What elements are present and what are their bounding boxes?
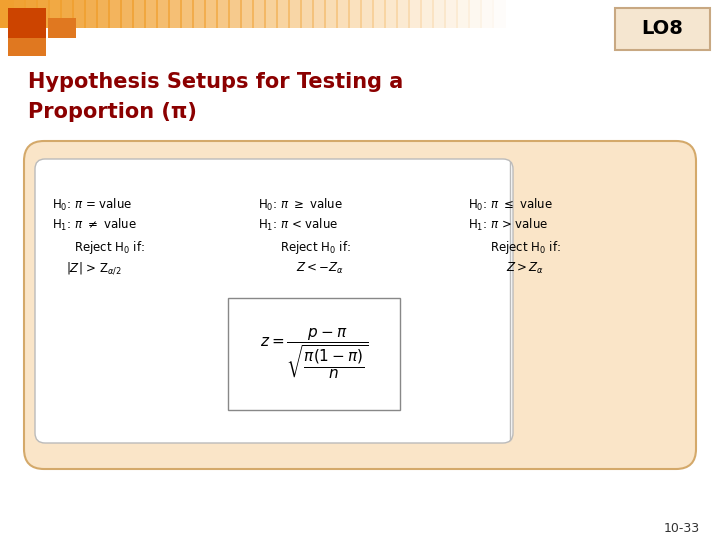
- Bar: [216, 0, 230, 28]
- Bar: [84, 0, 98, 28]
- Bar: [252, 0, 266, 28]
- Bar: [396, 0, 410, 28]
- Bar: [372, 0, 386, 28]
- Bar: [120, 0, 134, 28]
- Bar: [96, 0, 110, 28]
- Bar: [636, 0, 650, 28]
- Bar: [432, 0, 446, 28]
- Bar: [168, 0, 182, 28]
- Text: H$_0$: $\pi$ $\leq$ value: H$_0$: $\pi$ $\leq$ value: [468, 197, 553, 213]
- Bar: [468, 0, 482, 28]
- Text: $Z < -Z_{\alpha}$: $Z < -Z_{\alpha}$: [296, 260, 344, 275]
- Bar: [312, 0, 326, 28]
- Bar: [648, 0, 662, 28]
- Text: H$_1$: $\pi$ < value: H$_1$: $\pi$ < value: [258, 217, 338, 233]
- Text: Proportion (π): Proportion (π): [28, 102, 197, 122]
- Bar: [0, 0, 14, 28]
- Bar: [228, 0, 242, 28]
- Bar: [192, 0, 206, 28]
- Bar: [36, 0, 50, 28]
- Bar: [180, 0, 194, 28]
- Bar: [276, 0, 290, 28]
- Bar: [300, 0, 314, 28]
- Bar: [660, 0, 674, 28]
- Bar: [60, 0, 74, 28]
- Bar: [708, 0, 720, 28]
- FancyBboxPatch shape: [24, 141, 696, 469]
- Text: H$_0$: $\pi$ $\geq$ value: H$_0$: $\pi$ $\geq$ value: [258, 197, 343, 213]
- Bar: [108, 0, 122, 28]
- Bar: [420, 0, 434, 28]
- Bar: [576, 0, 590, 28]
- Text: $Z > Z_{\alpha}$: $Z > Z_{\alpha}$: [506, 260, 544, 275]
- Text: H$_0$: $\pi$ = value: H$_0$: $\pi$ = value: [52, 197, 132, 213]
- Bar: [588, 0, 602, 28]
- Bar: [204, 0, 218, 28]
- Bar: [684, 0, 698, 28]
- Bar: [228, 298, 400, 410]
- Bar: [288, 0, 302, 28]
- Bar: [24, 0, 38, 28]
- Bar: [492, 0, 506, 28]
- Bar: [444, 0, 458, 28]
- Bar: [48, 0, 62, 28]
- FancyBboxPatch shape: [35, 159, 513, 443]
- Bar: [504, 0, 518, 28]
- Bar: [72, 0, 86, 28]
- Bar: [324, 0, 338, 28]
- Bar: [360, 0, 374, 28]
- Bar: [528, 0, 542, 28]
- Bar: [132, 0, 146, 28]
- Text: Reject H$_0$ if:: Reject H$_0$ if:: [280, 240, 351, 256]
- Text: $z = \dfrac{p - \pi}{\sqrt{\dfrac{\pi(1-\pi)}{n}}}$: $z = \dfrac{p - \pi}{\sqrt{\dfrac{\pi(1-…: [260, 327, 368, 381]
- Bar: [564, 0, 578, 28]
- Text: H$_1$: $\pi$ $\neq$ value: H$_1$: $\pi$ $\neq$ value: [52, 217, 137, 233]
- FancyBboxPatch shape: [615, 8, 710, 50]
- Bar: [264, 0, 278, 28]
- Text: Reject H$_0$ if:: Reject H$_0$ if:: [74, 240, 145, 256]
- Bar: [336, 0, 350, 28]
- Bar: [156, 0, 170, 28]
- Bar: [48, 18, 76, 38]
- Bar: [612, 0, 626, 28]
- Bar: [8, 38, 46, 56]
- Bar: [624, 0, 638, 28]
- Bar: [456, 0, 470, 28]
- Text: H$_1$: $\pi$ > value: H$_1$: $\pi$ > value: [468, 217, 548, 233]
- Bar: [696, 0, 710, 28]
- Bar: [480, 0, 494, 28]
- Text: 10-33: 10-33: [664, 522, 700, 535]
- Bar: [12, 0, 26, 28]
- Bar: [552, 0, 566, 28]
- Bar: [144, 0, 158, 28]
- Bar: [8, 8, 46, 38]
- Text: Reject H$_0$ if:: Reject H$_0$ if:: [490, 240, 561, 256]
- Bar: [516, 0, 530, 28]
- Text: $|Z|$ > Z$_{\alpha/2}$: $|Z|$ > Z$_{\alpha/2}$: [66, 260, 122, 276]
- Bar: [348, 0, 362, 28]
- Bar: [240, 0, 254, 28]
- Bar: [408, 0, 422, 28]
- Bar: [384, 0, 398, 28]
- Bar: [600, 0, 614, 28]
- Text: LO8: LO8: [642, 19, 683, 38]
- Bar: [672, 0, 686, 28]
- Bar: [540, 0, 554, 28]
- Text: Hypothesis Setups for Testing a: Hypothesis Setups for Testing a: [28, 72, 403, 92]
